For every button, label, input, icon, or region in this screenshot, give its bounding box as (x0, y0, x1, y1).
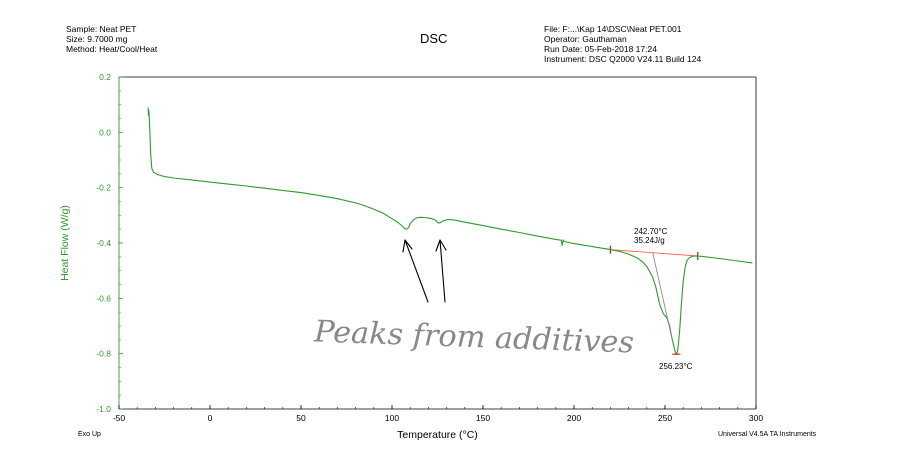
software-label: Universal V4.5A TA Instruments (718, 431, 817, 438)
onset-temperature-label: 242.70°C (634, 227, 668, 236)
exo-up-label: Exo Up (78, 431, 101, 438)
arrow-annotation (435, 239, 447, 303)
integration-baseline (610, 249, 698, 257)
onset-tangent-line (652, 252, 673, 340)
x-tick-label: 0 (208, 413, 213, 423)
enthalpy-label: 35.24J/g (634, 236, 665, 245)
sample-name: Sample: Neat PET (66, 24, 137, 34)
y-axis-title: Heat Flow (W/g) (59, 205, 71, 281)
y-tick-label: 0.2 (99, 72, 111, 82)
heat-flow-curve (147, 107, 753, 356)
x-axis-title: Temperature (°C) (397, 429, 478, 441)
x-tick-label: 50 (296, 413, 306, 423)
run-info: File: F:...\Kap 14\DSC\Neat PET.001 Oper… (544, 24, 701, 64)
x-tick-label: 300 (749, 413, 763, 423)
peak-temperature-label: 256.23°C (659, 362, 693, 371)
y-tick-label: -1.0 (96, 404, 111, 414)
x-tick-label: 100 (385, 413, 399, 423)
x-tick-label: 150 (476, 413, 490, 423)
y-tick-label: -0.8 (96, 349, 111, 359)
sample-size: Size: 9.7000 mg (66, 34, 128, 44)
chart-title: DSC (420, 31, 448, 46)
method: Method: Heat/Cool/Heat (66, 44, 158, 54)
handwritten-note: Peaks from additives (313, 314, 635, 360)
sample-info: Sample: Neat PET Size: 9.7000 mg Method:… (66, 24, 157, 54)
x-tick-label: 200 (567, 413, 581, 423)
y-tick-label: -0.6 (96, 293, 111, 303)
run-date: Run Date: 05-Feb-2018 17:24 (544, 44, 657, 54)
y-tick-label: -0.4 (96, 238, 111, 248)
x-tick-label: -50 (113, 413, 126, 423)
instrument: Instrument: DSC Q2000 V24.11 Build 124 (544, 54, 702, 64)
y-tick-label: 0.0 (99, 127, 111, 137)
y-tick-label: -0.2 (96, 183, 111, 193)
x-tick-label: 250 (658, 413, 672, 423)
operator: Operator: Gauthaman (544, 34, 627, 44)
arrow-annotation (402, 239, 429, 303)
file-path: File: F:...\Kap 14\DSC\Neat PET.001 (544, 24, 682, 34)
